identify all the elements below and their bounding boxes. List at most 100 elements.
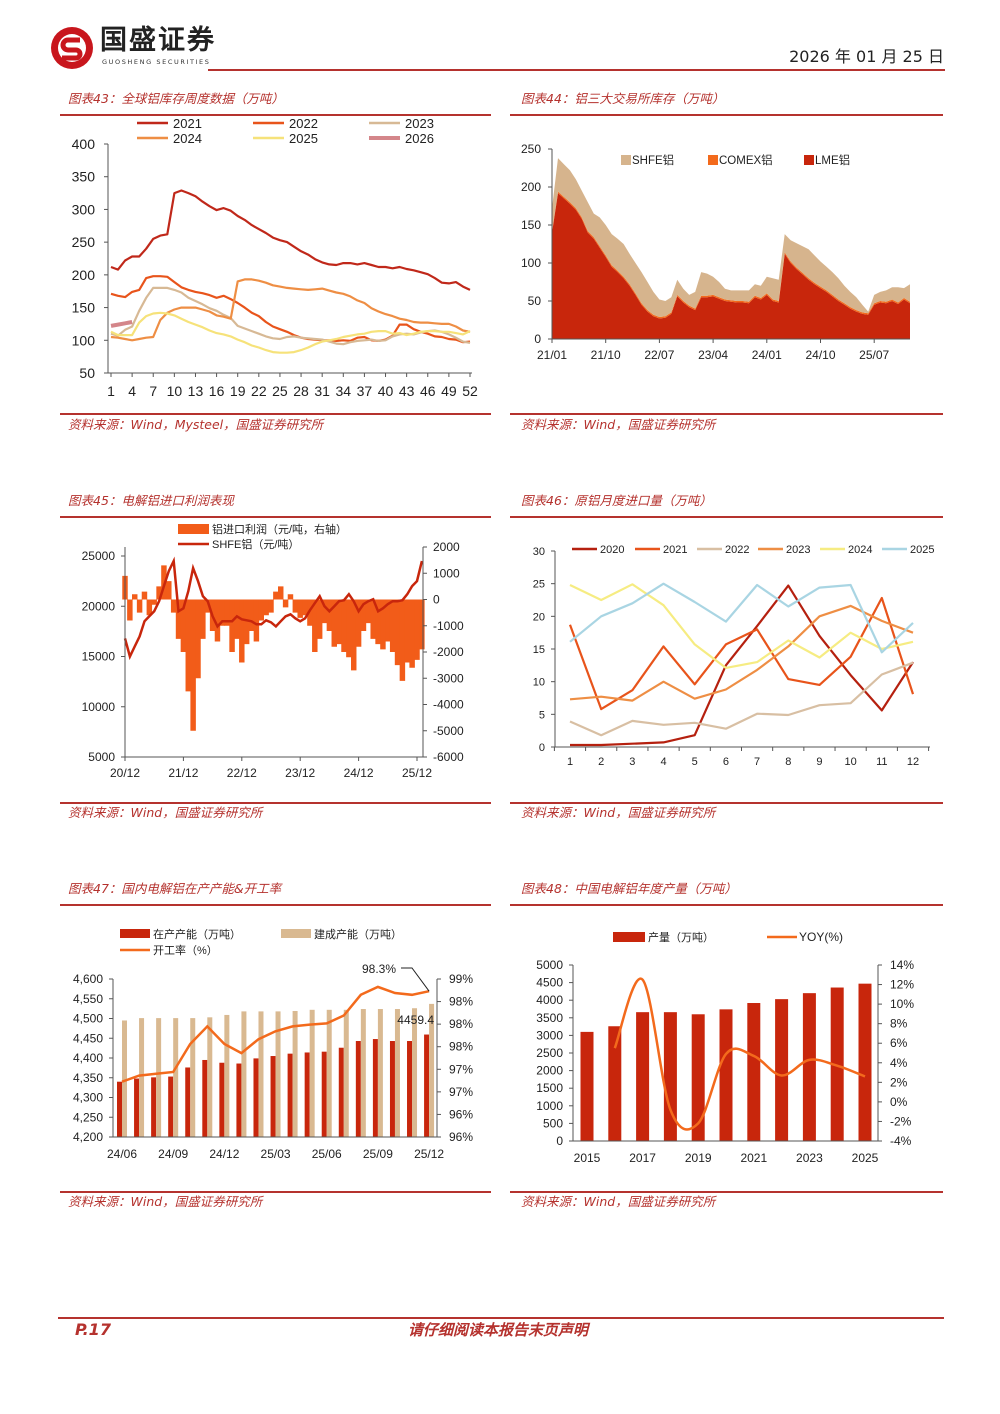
- tick-label: 4000: [536, 993, 563, 1007]
- profit-bar: [370, 599, 376, 639]
- tick-label: -2000: [433, 645, 464, 659]
- tick-label: 31: [314, 383, 330, 399]
- tick-label: 50: [79, 365, 95, 381]
- profit-bar: [185, 599, 191, 692]
- tick-label: 97%: [449, 1062, 473, 1076]
- production-capacity-bar: [253, 1058, 259, 1137]
- annotation-leader: [401, 967, 430, 992]
- legend-label: 2022: [289, 116, 318, 131]
- built-capacity-bar: [156, 1018, 162, 1137]
- profit-bar: [321, 599, 328, 624]
- tick-label: 98%: [449, 995, 473, 1009]
- annotation-capacity: 4459.4: [397, 1013, 434, 1027]
- production-capacity-bar: [202, 1059, 208, 1137]
- built-capacity-bar: [241, 1011, 247, 1137]
- production-capacity-bar: [287, 1053, 293, 1137]
- chart-45-title: 图表45：电解铝进口利润表现: [68, 493, 234, 508]
- legend-label: 开工率（%）: [153, 943, 218, 957]
- tick-label: -3000: [433, 671, 464, 685]
- production-capacity-bar: [338, 1047, 344, 1137]
- tick-label: 7: [149, 383, 157, 399]
- tick-label: 5000: [88, 750, 115, 764]
- output-bar: [775, 999, 789, 1141]
- output-bar: [663, 1012, 677, 1141]
- built-capacity-bar: [394, 1009, 400, 1137]
- tick-label: 200: [521, 180, 541, 194]
- area-LME铝: [552, 193, 910, 339]
- series-2022-line: [569, 661, 914, 737]
- tick-label: 2: [598, 756, 604, 768]
- profit-bar: [375, 599, 381, 645]
- tick-label: 9: [816, 756, 822, 768]
- utilization-rate-line: [121, 985, 430, 1083]
- tick-label: -4%: [890, 1134, 912, 1148]
- output-bar: [802, 993, 816, 1141]
- built-capacity-bar: [122, 1020, 127, 1137]
- profit-bar: [331, 599, 337, 647]
- tick-label: 10: [845, 756, 857, 768]
- header-rule: [208, 69, 945, 71]
- tick-label: -6000: [433, 750, 464, 764]
- profit-bar: [239, 599, 245, 663]
- tick-label: -5000: [433, 724, 464, 738]
- tick-label: 2023: [796, 1151, 823, 1165]
- series-2023-line: [569, 604, 914, 702]
- tick-label: 19: [230, 383, 246, 399]
- tick-label: 40: [378, 383, 394, 399]
- legend-label: 产量（万吨）: [648, 930, 714, 944]
- profit-bar: [316, 599, 323, 639]
- tick-label: 24/12: [209, 1147, 239, 1161]
- series-2022-line: [110, 275, 471, 344]
- tick-label: 97%: [449, 1085, 473, 1099]
- logo-icon: [51, 27, 93, 69]
- profit-bar: [273, 591, 279, 600]
- tick-label: 30: [533, 546, 545, 558]
- tick-label: 46: [420, 383, 436, 399]
- chart-48-title-rule: [510, 904, 943, 906]
- legend-output-swatch: [613, 932, 645, 942]
- profit-bar: [229, 599, 235, 652]
- tick-label: 24/10: [805, 348, 835, 362]
- profit-bar: [224, 599, 230, 626]
- area-SHFE铝: [552, 158, 910, 317]
- tick-label: 24/12: [344, 766, 374, 780]
- tick-label: 0%: [890, 1095, 908, 1109]
- profit-bar: [248, 599, 255, 631]
- tick-label: 98%: [449, 1040, 473, 1054]
- legend-label: 2021: [663, 544, 687, 556]
- profit-bar: [136, 599, 143, 613]
- series-2024-line: [569, 583, 914, 670]
- profit-bar: [127, 599, 133, 621]
- tick-label: 100: [521, 256, 541, 270]
- tick-label: 6%: [890, 1036, 908, 1050]
- production-capacity-bar: [407, 1041, 413, 1137]
- profit-bar: [132, 594, 138, 600]
- legend-label: 2021: [173, 116, 202, 131]
- tick-label: 4,500: [73, 1012, 103, 1026]
- tick-label: 3: [629, 756, 635, 768]
- tick-label: 150: [521, 218, 541, 232]
- tick-label: 50: [528, 294, 542, 308]
- brand-name: 国盛证券: [100, 25, 216, 56]
- tick-label: 2017: [629, 1151, 656, 1165]
- built-capacity-bar: [412, 1008, 418, 1137]
- profit-bar: [389, 599, 396, 652]
- series-2026-line: [110, 320, 133, 328]
- series-2020-line: [570, 584, 914, 747]
- chart-44-title-rule: [510, 114, 943, 116]
- output-bar: [719, 1009, 733, 1141]
- tick-label: 4: [128, 383, 136, 399]
- tick-label: 49: [441, 383, 457, 399]
- legend-label: 在产产能（万吨）: [153, 927, 241, 941]
- chart-44-source-rule: [510, 413, 943, 415]
- tick-label: 500: [543, 1116, 563, 1130]
- tick-label: 4%: [890, 1056, 908, 1070]
- tick-label: 21/10: [591, 348, 621, 362]
- chart-47-title: 图表47：国内电解铝在产产能&开工率: [68, 881, 282, 896]
- tick-label: 8%: [890, 1017, 908, 1031]
- tick-label: 4,550: [73, 992, 103, 1006]
- tick-label: 2000: [433, 540, 460, 554]
- tick-label: 4: [660, 756, 666, 768]
- tick-label: 25/12: [402, 766, 432, 780]
- chart-45-source: 资料来源：Wind，国盛证券研究所: [68, 805, 263, 820]
